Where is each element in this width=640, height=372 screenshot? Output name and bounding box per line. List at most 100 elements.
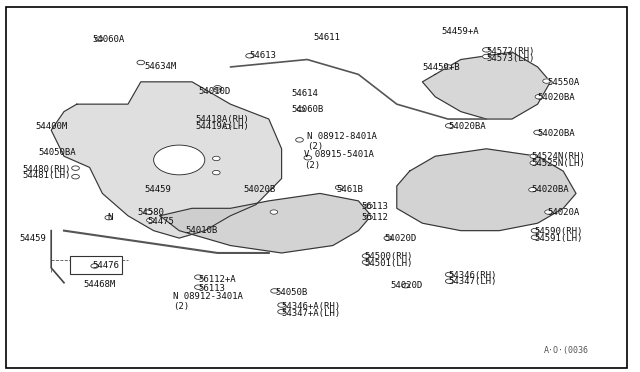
Circle shape	[444, 65, 452, 69]
Circle shape	[483, 54, 490, 59]
Circle shape	[195, 275, 202, 279]
Text: 54418A(RH): 54418A(RH)	[195, 115, 249, 124]
Circle shape	[246, 54, 253, 58]
Circle shape	[154, 145, 205, 175]
Circle shape	[91, 264, 99, 268]
Circle shape	[543, 79, 550, 83]
Text: 54580: 54580	[138, 208, 164, 217]
Circle shape	[214, 88, 221, 92]
Text: 54060B: 54060B	[291, 105, 323, 114]
Polygon shape	[51, 82, 282, 238]
Circle shape	[445, 272, 453, 277]
Circle shape	[270, 210, 278, 214]
Text: 54020BA: 54020BA	[538, 93, 575, 102]
Text: 54010D: 54010D	[198, 87, 230, 96]
Text: 54524N(RH): 54524N(RH)	[531, 153, 585, 161]
Text: 54611: 54611	[314, 33, 340, 42]
Circle shape	[531, 228, 539, 233]
Circle shape	[535, 94, 543, 99]
Text: 54400M: 54400M	[35, 122, 67, 131]
Text: 54459+A: 54459+A	[442, 27, 479, 36]
Text: 54480(RH): 54480(RH)	[22, 165, 71, 174]
Text: 56113: 56113	[198, 284, 225, 293]
Circle shape	[365, 204, 372, 208]
Text: 54459: 54459	[144, 185, 171, 194]
Text: 54500(RH): 54500(RH)	[365, 252, 413, 261]
Polygon shape	[160, 193, 371, 253]
Circle shape	[297, 107, 305, 112]
Circle shape	[531, 235, 539, 240]
Text: 54347+A(LH): 54347+A(LH)	[282, 309, 340, 318]
Circle shape	[212, 170, 220, 175]
Circle shape	[147, 218, 154, 222]
Text: N 08912-3401A
(2): N 08912-3401A (2)	[173, 292, 243, 311]
Text: 54419A(LH): 54419A(LH)	[195, 122, 249, 131]
Circle shape	[529, 187, 536, 192]
Text: 54613: 54613	[250, 51, 276, 60]
Circle shape	[195, 285, 202, 289]
Text: 56112+A: 56112+A	[198, 275, 236, 283]
Circle shape	[534, 130, 541, 135]
Text: 54614: 54614	[291, 89, 318, 97]
Text: 54468M: 54468M	[83, 280, 115, 289]
Text: 54590(RH): 54590(RH)	[534, 227, 583, 236]
Text: 54347(LH): 54347(LH)	[448, 278, 497, 286]
FancyBboxPatch shape	[70, 256, 122, 274]
Circle shape	[304, 155, 312, 160]
Text: 56113: 56113	[362, 202, 388, 211]
Text: 54501(LH): 54501(LH)	[365, 259, 413, 268]
Text: N: N	[108, 213, 113, 222]
Circle shape	[362, 254, 370, 258]
Circle shape	[362, 260, 370, 264]
Circle shape	[105, 215, 113, 220]
Text: 54459+B: 54459+B	[422, 63, 460, 72]
Text: 54060A: 54060A	[93, 35, 125, 44]
Circle shape	[335, 185, 343, 190]
Text: 54020BA: 54020BA	[531, 185, 569, 194]
Circle shape	[445, 124, 453, 128]
Text: 54573(LH): 54573(LH)	[486, 54, 535, 62]
Text: 54525N(LH): 54525N(LH)	[531, 159, 585, 168]
Text: 5461B: 5461B	[336, 185, 363, 194]
Circle shape	[445, 279, 453, 283]
Circle shape	[402, 283, 410, 288]
Text: 54020B: 54020B	[243, 185, 275, 194]
Circle shape	[278, 310, 285, 314]
Text: 54020A: 54020A	[547, 208, 579, 217]
Text: V 08915-5401A
(2): V 08915-5401A (2)	[304, 150, 374, 170]
Text: 54476: 54476	[93, 262, 120, 270]
Text: 56112: 56112	[362, 213, 388, 222]
Text: N 08912-8401A
(2): N 08912-8401A (2)	[307, 132, 377, 151]
Circle shape	[545, 210, 552, 214]
Text: 54050BA: 54050BA	[38, 148, 76, 157]
Circle shape	[212, 156, 220, 161]
Text: 54572(RH): 54572(RH)	[486, 47, 535, 56]
Circle shape	[95, 37, 103, 41]
Text: 54020D: 54020D	[390, 281, 422, 290]
Circle shape	[72, 166, 79, 170]
Text: A·O·(0036: A·O·(0036	[544, 346, 589, 355]
Text: 54634M: 54634M	[144, 62, 176, 71]
Circle shape	[72, 174, 79, 179]
Text: 54010B: 54010B	[186, 226, 218, 235]
Circle shape	[137, 60, 145, 65]
Circle shape	[483, 48, 490, 52]
Text: 54481(LH): 54481(LH)	[22, 171, 71, 180]
Circle shape	[223, 124, 231, 129]
Text: 54020BA: 54020BA	[448, 122, 486, 131]
Circle shape	[365, 215, 372, 219]
Circle shape	[296, 138, 303, 142]
Text: 54346(RH): 54346(RH)	[448, 271, 497, 280]
Polygon shape	[422, 52, 550, 119]
Circle shape	[278, 303, 285, 307]
Circle shape	[214, 86, 221, 90]
Circle shape	[530, 154, 538, 158]
Text: 54475: 54475	[147, 217, 174, 226]
Circle shape	[530, 161, 538, 165]
Text: 54020D: 54020D	[384, 234, 416, 243]
Polygon shape	[397, 149, 576, 231]
Text: 54020BA: 54020BA	[538, 129, 575, 138]
Text: 54550A: 54550A	[547, 78, 579, 87]
Text: 54459: 54459	[19, 234, 46, 243]
Text: 54346+A(RH): 54346+A(RH)	[282, 302, 340, 311]
